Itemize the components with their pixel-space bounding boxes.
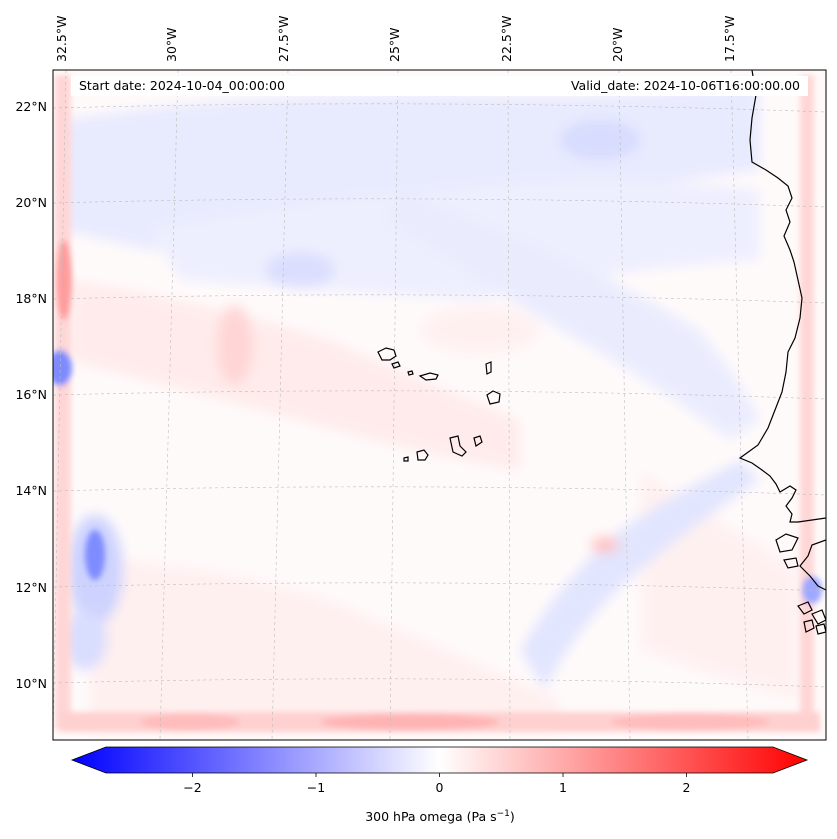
meridian-17-5w bbox=[730, 70, 749, 740]
meridian-22-5w bbox=[507, 70, 511, 740]
island-santa-luzia bbox=[407, 370, 414, 376]
meridian-30w bbox=[159, 70, 179, 740]
lat-label: 16°N bbox=[15, 387, 47, 402]
island-santiago bbox=[449, 435, 467, 457]
lat-label: 20°N bbox=[15, 195, 47, 210]
header-background bbox=[71, 76, 808, 96]
coastlines bbox=[377, 70, 826, 635]
colorbar-label: 300 hPa omega (Pa s−1) bbox=[365, 809, 515, 824]
lat-label: 14°N bbox=[15, 483, 47, 498]
colorbar-tick-label: −1 bbox=[307, 780, 325, 795]
island-maio bbox=[473, 435, 483, 447]
colorbar-body bbox=[70, 746, 809, 774]
colorbar: −2 −1 0 1 2 300 hPa omega (Pa s−1) bbox=[70, 746, 809, 824]
parallel-22n bbox=[53, 103, 826, 113]
bijagos-islands bbox=[797, 601, 826, 635]
meridian-20w bbox=[618, 70, 631, 740]
colorbar-tick-label: 1 bbox=[559, 780, 567, 795]
parallel-12n bbox=[53, 582, 826, 592]
meridian-27-5w bbox=[271, 70, 289, 740]
lat-label: 12°N bbox=[15, 580, 47, 595]
island-boa-vista bbox=[486, 390, 501, 405]
lat-label: 18°N bbox=[15, 291, 47, 306]
parallel-16n bbox=[53, 390, 826, 400]
parallel-18n bbox=[53, 294, 826, 304]
meridian-32-5w bbox=[53, 70, 67, 740]
parallel-20n bbox=[53, 198, 826, 208]
map-panel: Start date: 2024-10-04_00:00:00 Valid_da… bbox=[15, 16, 827, 741]
lon-label: 25°W bbox=[387, 27, 402, 62]
guinea-bissau-coast bbox=[775, 533, 799, 569]
valid-date-label: Valid_date: 2024-10-06T16:00:00.00 bbox=[571, 78, 800, 93]
colorbar-tick-label: 0 bbox=[436, 780, 444, 795]
parallel-14n bbox=[53, 486, 826, 496]
island-brava bbox=[403, 456, 409, 462]
lon-label: 20°W bbox=[610, 27, 625, 62]
lat-label: 10°N bbox=[15, 676, 47, 691]
lon-label: 30°W bbox=[164, 27, 179, 62]
island-fogo bbox=[416, 449, 429, 461]
map-frame bbox=[52, 69, 827, 741]
lon-label: 27.5°W bbox=[276, 16, 291, 62]
island-santo-antao bbox=[377, 347, 397, 361]
africa-coastline bbox=[738, 70, 826, 591]
island-sao-vicente bbox=[391, 361, 401, 369]
lon-label: 17.5°W bbox=[722, 16, 737, 62]
omega-field bbox=[53, 70, 826, 740]
graticule bbox=[53, 70, 826, 740]
island-sao-nicolau bbox=[418, 372, 439, 381]
lat-label: 22°N bbox=[15, 99, 47, 114]
lon-label: 22.5°W bbox=[499, 16, 514, 62]
meridian-25w bbox=[389, 70, 399, 740]
parallel-10n bbox=[53, 678, 826, 688]
colorbar-tick-label: 2 bbox=[683, 780, 691, 795]
island-sal bbox=[485, 361, 492, 375]
colorbar-ticks: −2 −1 0 1 2 bbox=[183, 773, 691, 795]
lon-label: 32.5°W bbox=[54, 16, 69, 62]
latitude-labels: 22°N 20°N 18°N 16°N 14°N 12°N 10°N bbox=[15, 99, 47, 691]
colorbar-tick-label: −2 bbox=[183, 780, 201, 795]
start-date-label: Start date: 2024-10-04_00:00:00 bbox=[79, 78, 285, 93]
longitude-labels: 32.5°W 30°W 27.5°W 25°W 22.5°W 20°W 17.5… bbox=[54, 16, 737, 62]
